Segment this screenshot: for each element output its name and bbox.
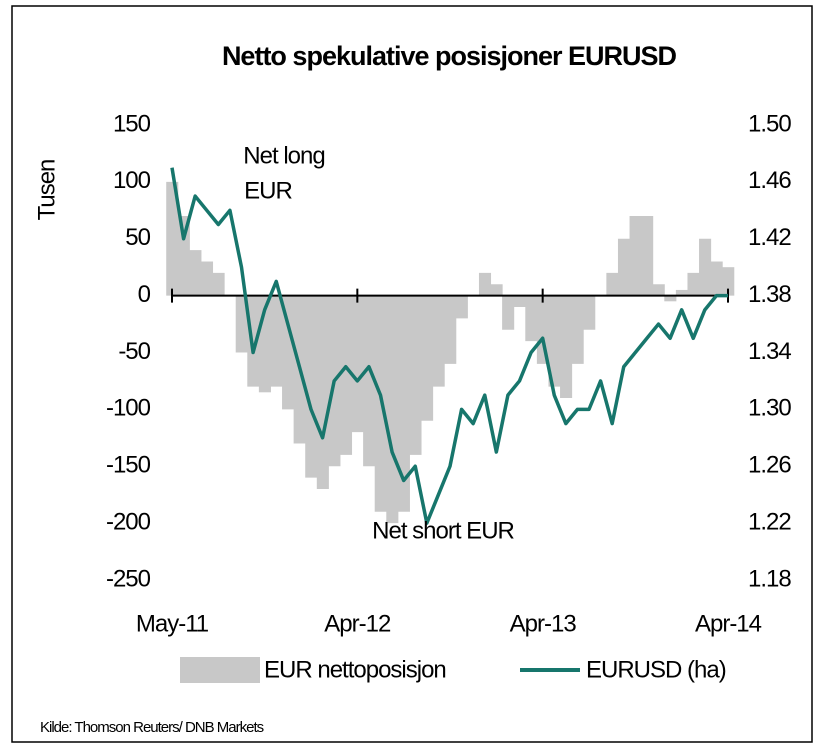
y2-tick-label: 1.34	[748, 338, 791, 365]
x-tick-label: Apr-12	[324, 610, 391, 637]
y2-tick-label: 1.22	[748, 508, 791, 535]
bar	[421, 295, 434, 421]
x-tick-label: May-11	[136, 610, 209, 637]
x-tick-label: Apr-13	[510, 610, 577, 637]
bar	[606, 272, 619, 296]
bar	[247, 295, 260, 387]
bar	[629, 216, 642, 296]
legend-swatch	[180, 657, 260, 683]
y2-tick-label: 1.30	[748, 395, 791, 422]
bar	[513, 295, 526, 307]
y-tick-label: -250	[106, 565, 151, 592]
bar	[478, 272, 492, 296]
annotation: Net short EUR	[372, 517, 514, 544]
bar	[305, 295, 318, 478]
bar	[571, 295, 584, 364]
source: Kilde: Thomson Reuters/ DNB Markets	[40, 719, 264, 736]
bar	[548, 295, 561, 387]
legend-label: EUR nettoposisjon	[264, 656, 446, 683]
bar	[583, 295, 596, 330]
bar	[432, 295, 445, 387]
legend-label: EURUSD (ha)	[586, 656, 726, 683]
y-tick-label: 0	[138, 281, 151, 308]
bar	[270, 295, 283, 387]
bar	[351, 295, 364, 433]
bar	[455, 295, 468, 319]
bar	[363, 295, 376, 467]
bar	[409, 295, 422, 455]
bar	[189, 250, 202, 296]
y2-tick-label: 1.46	[748, 167, 791, 194]
line	[170, 167, 728, 525]
bar	[177, 216, 190, 296]
y2-tick-label: 1.26	[748, 452, 791, 479]
y2-tick-label: 1.50	[748, 110, 791, 137]
bar	[675, 289, 688, 296]
bar	[282, 295, 295, 410]
bar	[386, 295, 399, 524]
y-tick-label: -100	[106, 395, 151, 422]
bar	[710, 261, 723, 296]
annotation: EUR	[244, 177, 292, 204]
y2-tick-label: 1.42	[748, 224, 791, 251]
y2-tick-label: 1.38	[748, 281, 791, 308]
bar	[560, 295, 573, 398]
bar	[525, 295, 538, 342]
bar	[664, 295, 677, 302]
y-tick-label: -50	[118, 338, 150, 365]
bar	[200, 261, 214, 296]
bar	[502, 295, 515, 330]
bar	[444, 295, 457, 364]
bar	[652, 284, 665, 296]
y-tick-label: 50	[125, 224, 150, 251]
bar	[617, 238, 631, 296]
y-tick-label: -200	[106, 508, 151, 535]
y-tick-label: -150	[106, 452, 151, 479]
bar	[316, 295, 329, 489]
bar	[339, 295, 353, 455]
bar	[699, 238, 712, 296]
y-tick-label: 150	[113, 110, 151, 137]
chart-title: Netto spekulative posisjoner EURUSD	[222, 41, 677, 71]
annotation: Net long	[243, 142, 324, 169]
y2-tick-label: 1.18	[748, 565, 791, 592]
y-tick-label: 100	[113, 167, 151, 194]
bar	[722, 267, 735, 296]
bar	[397, 295, 410, 512]
bar	[687, 272, 700, 296]
bar	[490, 284, 503, 296]
bar	[212, 272, 225, 296]
y-axis-label: Tusen	[33, 160, 60, 221]
bar	[235, 295, 248, 353]
bar	[166, 181, 179, 296]
x-tick-label: Apr-14	[695, 610, 762, 637]
bar	[641, 216, 654, 296]
